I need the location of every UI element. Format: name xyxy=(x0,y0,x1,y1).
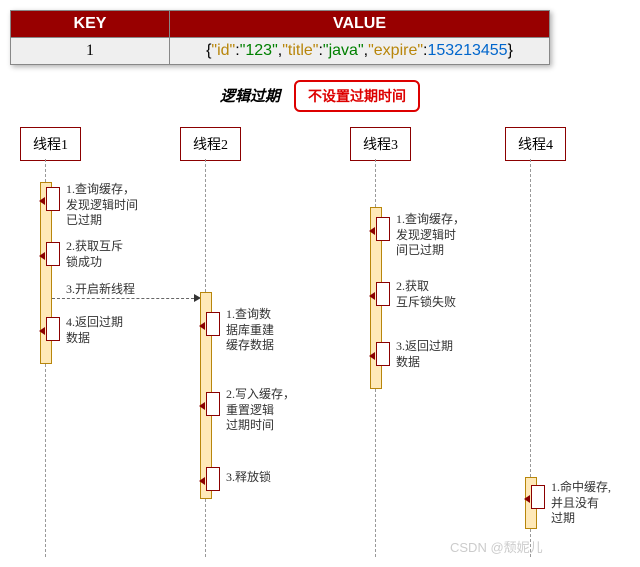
exec-t3-s3 xyxy=(376,342,390,366)
exec-t2-s2 xyxy=(206,392,220,416)
label-t3-s2: 2.获取 互斥锁失败 xyxy=(396,279,456,310)
label-t4-s1: 1.命中缓存, 并且没有 过期 xyxy=(551,480,611,527)
label-t1-s1: 1.查询缓存， 发现逻辑时间 已过期 xyxy=(66,182,138,229)
exec-t1-s2 xyxy=(46,242,60,266)
diagram-title: 逻辑过期 xyxy=(220,89,280,105)
td-value: {"id":"123","title":"java","expire":1532… xyxy=(170,38,550,65)
label-t2-s2: 2.写入缓存， 重置逻辑 过期时间 xyxy=(226,387,295,434)
label-t2-s3: 3.释放锁 xyxy=(226,470,271,486)
arrow-new-thread xyxy=(52,298,194,299)
th-value: VALUE xyxy=(170,11,550,38)
lane-head-2: 线程2 xyxy=(180,127,241,161)
label-t1-s2: 2.获取互斥 锁成功 xyxy=(66,239,123,270)
label-t2-s1: 1.查询数 据库重建 缓存数据 xyxy=(226,307,274,354)
exec-t3-s2 xyxy=(376,282,390,306)
exec-t1-s1 xyxy=(46,187,60,211)
badge-no-expire: 不设置过期时间 xyxy=(294,80,420,112)
lane-head-3: 线程3 xyxy=(350,127,411,161)
label-t3-s1: 1.查询缓存， 发现逻辑时 间已过期 xyxy=(396,212,465,259)
label-t3-s3: 3.返回过期 数据 xyxy=(396,339,453,370)
td-key: 1 xyxy=(11,38,170,65)
label-t1-s4: 4.返回过期 数据 xyxy=(66,315,123,346)
watermark: CSDN @颓妮儿 xyxy=(450,537,543,556)
label-t1-s3: 3.开启新线程 xyxy=(66,282,135,298)
th-key: KEY xyxy=(11,11,170,38)
exec-t3-s1 xyxy=(376,217,390,241)
sequence-diagram: 线程1 1.查询缓存， 发现逻辑时间 已过期 2.获取互斥 锁成功 3.开启新线… xyxy=(10,127,630,557)
kv-table: KEY VALUE 1 {"id":"123","title":"java","… xyxy=(10,10,550,65)
exec-t2-s1 xyxy=(206,312,220,336)
exec-t2-s3 xyxy=(206,467,220,491)
lane-head-4: 线程4 xyxy=(505,127,566,161)
exec-t1-s4 xyxy=(46,317,60,341)
title-row: 逻辑过期 不设置过期时间 xyxy=(10,80,630,112)
lane-head-1: 线程1 xyxy=(20,127,81,161)
exec-t4-s1 xyxy=(531,485,545,509)
